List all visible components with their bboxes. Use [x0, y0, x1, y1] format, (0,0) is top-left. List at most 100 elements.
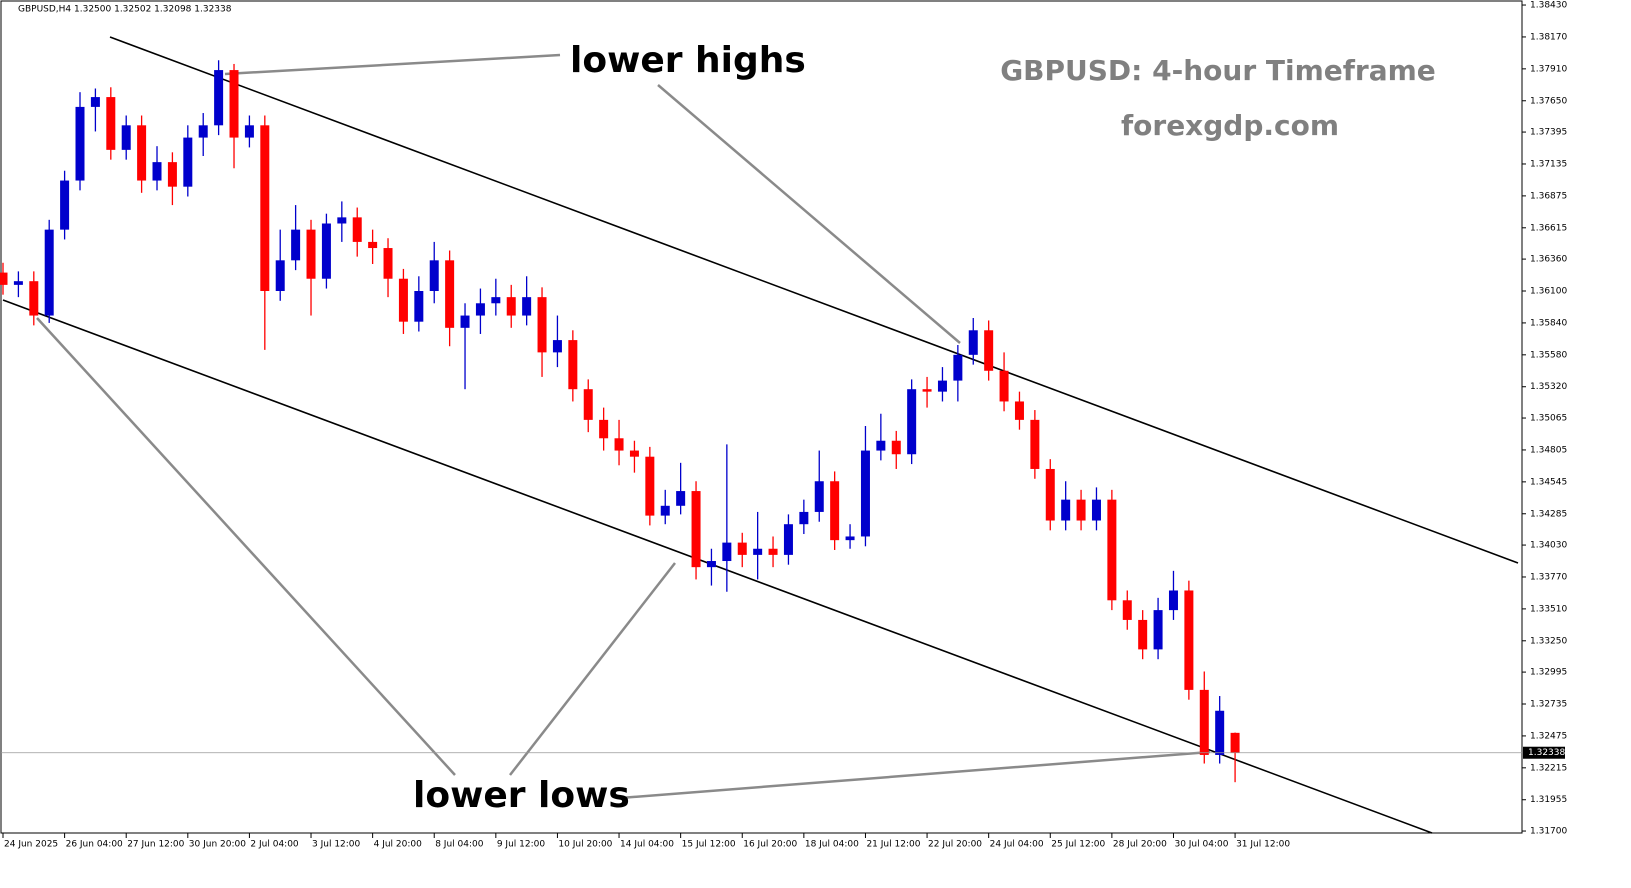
candle-body: [922, 389, 932, 392]
y-tick-label: 1.34285: [1530, 509, 1567, 519]
candle-body: [13, 281, 23, 285]
candle-body: [475, 303, 485, 316]
pointer-line: [509, 562, 676, 776]
candle-body: [152, 162, 162, 181]
y-tick-label: 1.31700: [1530, 827, 1567, 837]
last-price-label: 1.32338: [1528, 748, 1565, 758]
x-tick-label: 10 Jul 20:00: [558, 840, 612, 850]
y-tick-label: 1.31955: [1530, 795, 1567, 805]
pointer-line: [619, 750, 1211, 800]
plot-frame: [0, 0, 1523, 834]
candle-body: [845, 536, 855, 541]
candle-body: [706, 561, 716, 568]
y-tick-label: 1.35320: [1530, 382, 1567, 392]
candle-body: [830, 481, 840, 541]
candle-body: [599, 419, 609, 439]
x-tick-label: 15 Jul 12:00: [682, 840, 736, 850]
candle-body: [491, 297, 501, 304]
candle-body: [1230, 732, 1240, 753]
candle-body: [1061, 499, 1071, 521]
candle-body: [214, 70, 224, 126]
candle-body: [414, 291, 424, 322]
candle-body: [1138, 619, 1148, 650]
candle-body: [275, 260, 285, 292]
candle-body: [953, 354, 963, 381]
y-tick-label: 1.38430: [1530, 1, 1567, 11]
y-tick-label: 1.32735: [1530, 700, 1567, 710]
x-tick-label: 30 Jun 20:00: [189, 840, 246, 850]
y-tick-label: 1.37650: [1530, 96, 1567, 106]
x-tick-label: 3 Jul 12:00: [312, 840, 361, 850]
candle-body: [337, 217, 347, 224]
candle-body: [106, 97, 116, 150]
candle-body: [937, 380, 947, 392]
candle-body: [799, 511, 809, 525]
y-tick-label: 1.34545: [1530, 477, 1567, 487]
lower-trendline: [2, 299, 1433, 834]
y-tick-label: 1.35580: [1530, 350, 1567, 360]
candle-body: [722, 542, 732, 562]
candle-body: [629, 450, 639, 457]
upper-trendline: [109, 36, 1519, 564]
x-tick-label: 9 Jul 12:00: [497, 840, 546, 850]
candle-body: [75, 106, 85, 181]
candle-body: [260, 125, 270, 292]
candle-body: [291, 229, 301, 261]
x-tick-label: 25 Jul 12:00: [1051, 840, 1105, 850]
y-tick-label: 1.34030: [1530, 541, 1567, 551]
candle-body: [121, 125, 131, 150]
candle-body: [783, 524, 793, 555]
x-tick-label: 16 Jul 20:00: [743, 840, 797, 850]
last-price-box: [1523, 746, 1565, 759]
y-tick-label: 1.36360: [1530, 255, 1567, 265]
candle-body: [29, 281, 39, 316]
y-tick-label: 1.36100: [1530, 287, 1567, 297]
candle-body: [552, 340, 562, 353]
x-tick-label: 31 Jul 12:00: [1236, 840, 1290, 850]
candle-body: [167, 162, 177, 187]
pointers: [36, 53, 1211, 800]
y-tick-label: 1.34805: [1530, 445, 1567, 455]
candle-body: [907, 389, 917, 455]
candle-body: [44, 229, 54, 316]
candle-body: [198, 125, 208, 138]
candle-body: [568, 340, 578, 390]
candle-body: [460, 315, 470, 328]
candle-body: [768, 548, 778, 555]
x-tick-label: 8 Jul 04:00: [435, 840, 484, 850]
x-tick-label: 22 Jul 20:00: [928, 840, 982, 850]
chart-subtitle: forexgdp.com: [1121, 109, 1339, 142]
candle-body: [968, 330, 978, 355]
candle-body: [984, 330, 994, 371]
channel: [2, 36, 1519, 834]
pointer-line: [224, 53, 561, 76]
symbol-info: GBPUSD,H4 1.32500 1.32502 1.32098 1.3233…: [18, 5, 232, 15]
y-tick-label: 1.32475: [1530, 731, 1567, 741]
candle-body: [60, 180, 70, 230]
candle-body: [522, 297, 532, 316]
candle-body: [1107, 499, 1117, 601]
y-tick-label: 1.33250: [1530, 636, 1567, 646]
candle-body: [1199, 689, 1209, 755]
x-tick-label: 18 Jul 04:00: [805, 840, 859, 850]
candle-body: [999, 370, 1009, 402]
y-tick-label: 1.33770: [1530, 572, 1567, 582]
candle-body: [645, 456, 655, 516]
y-tick-label: 1.37910: [1530, 64, 1567, 74]
candle-body: [137, 125, 147, 181]
candle-body: [352, 217, 362, 242]
candle-body: [1014, 401, 1024, 420]
pointer-line: [657, 84, 961, 344]
candle-body: [891, 440, 901, 455]
y-tick-label: 1.38170: [1530, 32, 1567, 42]
candle-body: [614, 438, 624, 451]
annotation: lower lows: [413, 775, 630, 816]
candle-body: [445, 260, 455, 328]
candle-body: [429, 260, 439, 292]
candle-body: [506, 297, 516, 316]
candle-body: [676, 491, 686, 506]
candle-body: [398, 278, 408, 322]
y-tick-label: 1.36615: [1530, 223, 1567, 233]
candle-body: [537, 297, 547, 353]
y-tick-label: 1.32995: [1530, 668, 1567, 678]
